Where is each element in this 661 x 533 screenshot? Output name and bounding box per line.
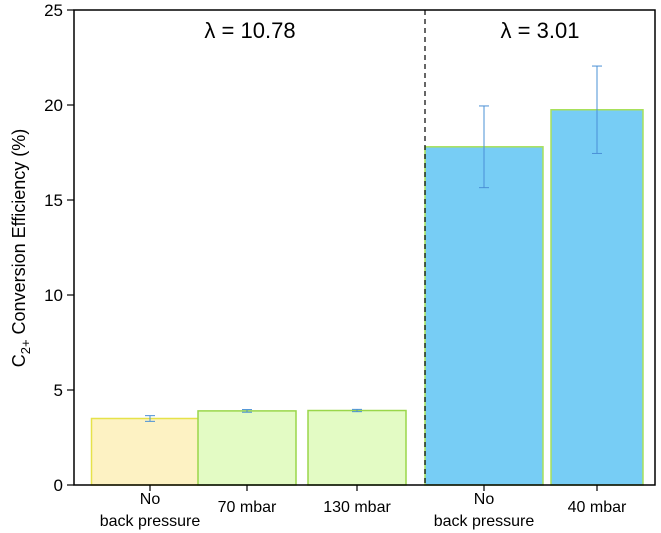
y-tick-label-2: 10 <box>44 286 63 305</box>
x-tick-label-0-1: back pressure <box>100 513 201 530</box>
annotation-lambda-right: λ = 3.01 <box>501 18 580 43</box>
x-tick-label-2-0: 130 mbar <box>323 499 391 516</box>
y-tick-label-5: 25 <box>44 1 63 20</box>
x-labels-group: No back pressure 70 mbar 130 mbar No back pre… <box>100 485 627 530</box>
y-tick-label-3: 15 <box>44 191 63 210</box>
x-tick-label-4-0: 40 mbar <box>568 499 627 516</box>
bar-3 <box>424 146 544 486</box>
x-tick-label-3-0: No <box>474 491 495 508</box>
bar-4 <box>550 109 644 486</box>
y-ticks-group: 0 5 10 15 20 25 <box>44 1 74 495</box>
y-axis-label-subscript: 2+ <box>18 339 33 354</box>
x-tick-label-0-0: No <box>140 491 161 508</box>
y-tick-label-4: 20 <box>44 96 63 115</box>
y-tick-label-1: 5 <box>54 381 63 400</box>
bars-group <box>90 109 644 486</box>
y-tick-label-0: 0 <box>54 476 63 495</box>
bar-0 <box>90 417 210 486</box>
y-axis-label-main: C <box>9 354 29 367</box>
y-axis-label-rest: Conversion Efficiency (%) <box>9 129 29 340</box>
errorbars-group <box>145 65 602 422</box>
x-tick-label-1-0: 70 mbar <box>218 499 277 516</box>
plot-frame <box>73 9 656 486</box>
x-tick-label-3-1: back pressure <box>434 513 535 530</box>
bar-1 <box>197 410 297 486</box>
annotation-lambda-left: λ = 10.78 <box>204 18 295 43</box>
y-axis-label: C2+ Conversion Efficiency (%) <box>9 129 33 368</box>
bar-2 <box>307 409 407 486</box>
